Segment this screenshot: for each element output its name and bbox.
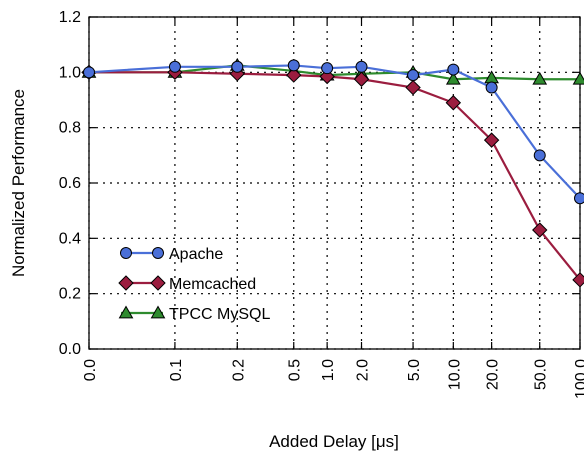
y-axis: 0.0 0.2 0.4 0.6 0.8 1.0 1.2 xyxy=(59,9,580,358)
legend-marker xyxy=(119,276,133,290)
series-line xyxy=(89,65,580,198)
x-tick-label: 5.0 xyxy=(406,359,423,381)
x-tick-label: 0.0 xyxy=(82,359,99,381)
data-point xyxy=(84,67,95,78)
y-tick-label: 0.2 xyxy=(59,286,81,303)
data-point xyxy=(288,60,299,71)
y-tick-label: 1.0 xyxy=(59,64,81,81)
x-tick-label: 0.2 xyxy=(230,359,247,381)
x-tick-label: 0.5 xyxy=(287,359,304,381)
data-point xyxy=(408,70,419,81)
series-line xyxy=(89,72,580,280)
x-tick-label: 0.1 xyxy=(168,359,185,381)
data-point xyxy=(356,61,367,72)
legend-label: Apache xyxy=(169,246,223,263)
legend-marker xyxy=(151,276,165,290)
y-axis-label: Normalized Performance xyxy=(9,89,28,277)
legend-marker xyxy=(153,248,164,259)
x-tick-label: 1.0 xyxy=(320,359,337,381)
data-point xyxy=(232,61,243,72)
legend-item: Memcached xyxy=(119,276,256,293)
data-point xyxy=(322,63,333,74)
data-point xyxy=(169,61,180,72)
y-tick-label: 1.2 xyxy=(59,9,81,26)
series-apache xyxy=(84,60,584,204)
data-point xyxy=(534,150,545,161)
legend-marker xyxy=(121,248,132,259)
x-tick-label: 2.0 xyxy=(355,359,372,381)
legend-item: Apache xyxy=(121,246,224,263)
y-tick-label: 0.0 xyxy=(59,341,81,358)
x-tick-label: 100.0 xyxy=(573,359,584,399)
legend-label: TPCC MySQL xyxy=(169,306,270,323)
data-point xyxy=(448,64,459,75)
data-point xyxy=(575,193,584,204)
x-axis-label: Added Delay [μs] xyxy=(269,432,399,451)
legend-item: TPCC MySQL xyxy=(120,306,271,323)
x-tick-label: 10.0 xyxy=(446,359,463,390)
legend-label: Memcached xyxy=(169,276,256,293)
x-tick-label: 20.0 xyxy=(485,359,502,390)
y-tick-label: 0.6 xyxy=(59,175,81,192)
x-tick-label: 50.0 xyxy=(533,359,550,390)
y-tick-label: 0.4 xyxy=(59,230,81,247)
y-tick-label: 0.8 xyxy=(59,120,81,137)
data-point xyxy=(486,82,497,93)
legend: Apache Memcached TPCC MySQL xyxy=(119,246,270,323)
data-point xyxy=(406,81,420,95)
